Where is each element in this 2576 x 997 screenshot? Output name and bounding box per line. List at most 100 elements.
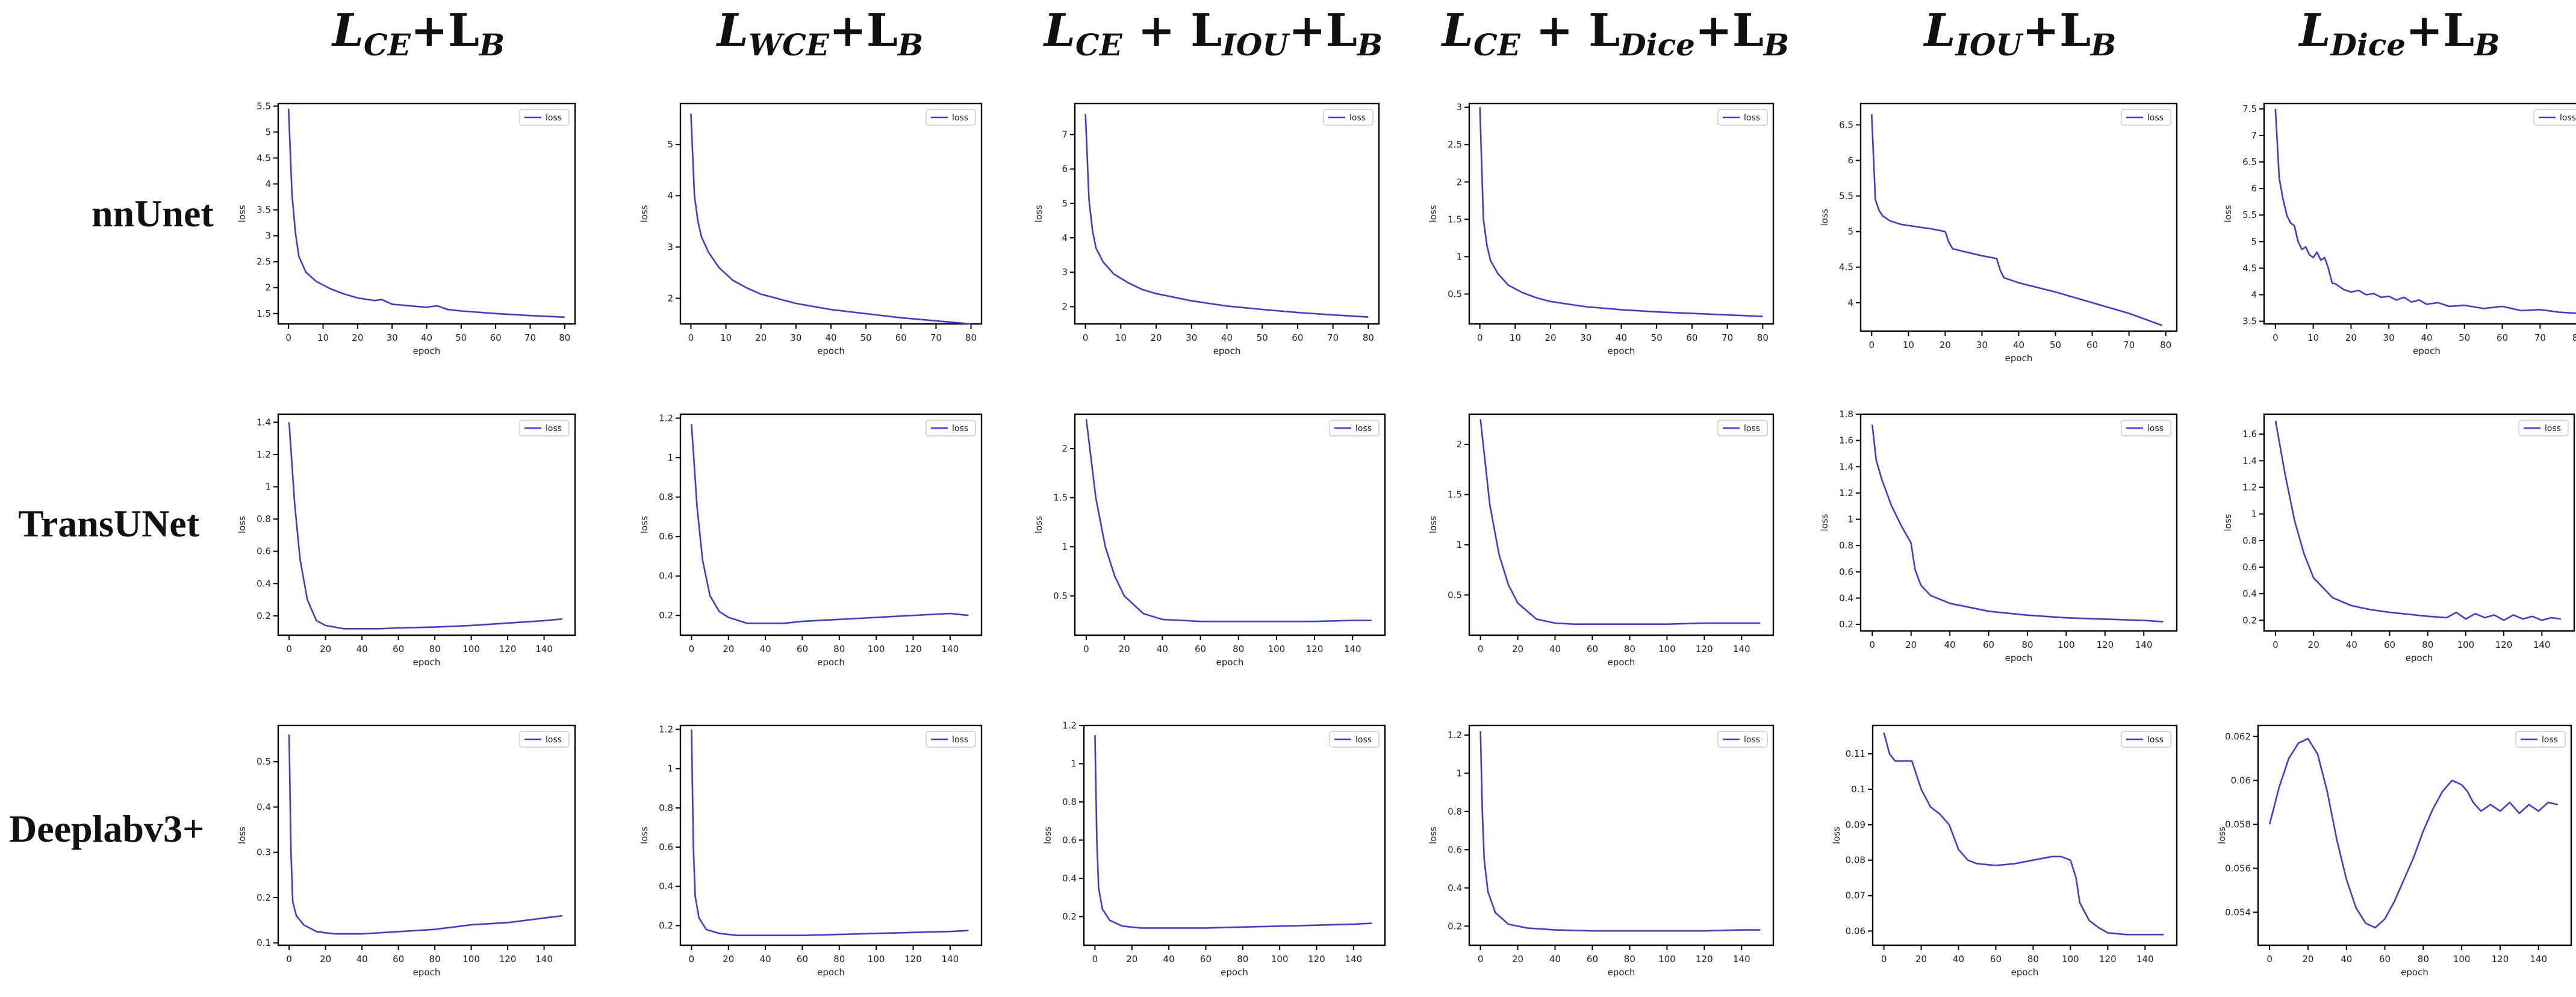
header-part: L bbox=[2299, 5, 2331, 57]
y-tick-label: 4.5 bbox=[1839, 262, 1853, 273]
legend-label: loss bbox=[1744, 735, 1760, 745]
x-tick-label: 0 bbox=[1083, 644, 1089, 654]
loss-line bbox=[287, 108, 565, 318]
y-tick-label: 4 bbox=[667, 190, 673, 201]
y-tick-label: 0.09 bbox=[1846, 819, 1865, 830]
y-tick-label: 1 bbox=[265, 482, 271, 492]
x-tick-label: 40 bbox=[1616, 332, 1627, 343]
y-tick-label: 5.5 bbox=[1839, 191, 1853, 202]
legend: loss bbox=[1329, 420, 1380, 436]
x-tick-label: 20 bbox=[1940, 340, 1951, 350]
y-tick-label: 1.2 bbox=[659, 724, 673, 735]
x-tick-label: 40 bbox=[1163, 954, 1175, 964]
x-tick-label: 140 bbox=[535, 954, 553, 964]
x-tick-label: 140 bbox=[2136, 954, 2154, 964]
row-header: nnUnet bbox=[92, 192, 214, 235]
y-tick-label: 1.5 bbox=[257, 308, 271, 319]
y-tick-label: 1.5 bbox=[1448, 214, 1462, 225]
y-tick-label: 0.4 bbox=[659, 571, 673, 582]
y-tick-label: 1.2 bbox=[1839, 488, 1853, 498]
x-tick-label: 60 bbox=[1587, 644, 1598, 654]
legend: loss bbox=[1323, 109, 1374, 126]
subplot: 0 10 20 30 40 50 60 70 80 1.5 2 2.5 3 3.5 4 4.5 5 5.5 epoc… bbox=[237, 101, 576, 356]
header-part: IOU bbox=[1222, 26, 1289, 63]
y-axis-label: loss bbox=[237, 516, 247, 533]
legend-label: loss bbox=[2147, 424, 2164, 433]
x-tick-label: 70 bbox=[1327, 332, 1339, 343]
y-tick-label: 5 bbox=[1847, 226, 1853, 237]
x-tick-label: 120 bbox=[904, 644, 922, 654]
y-tick-label: 2 bbox=[1456, 176, 1462, 187]
x-tick-label: 20 bbox=[723, 954, 734, 964]
x-tick-label: 100 bbox=[462, 954, 480, 964]
x-tick-label: 80 bbox=[2160, 340, 2171, 350]
y-axis-label: loss bbox=[639, 516, 650, 533]
subplot: 0 20 40 60 80 100 120 140 0.054 0.056 0.058 0.06 0.0… bbox=[2217, 724, 2572, 978]
x-tick-label: 20 bbox=[2345, 332, 2357, 343]
y-axis-label: loss bbox=[1819, 208, 1830, 226]
legend-box bbox=[2121, 109, 2171, 126]
x-axis-label: epoch bbox=[2406, 653, 2433, 663]
subplot: 0 20 40 60 80 100 120 140 0.2 0.4 0.6 0.8 1 1.2 1.4 1.6… bbox=[1819, 409, 2178, 663]
x-tick-label: 50 bbox=[1257, 332, 1268, 343]
x-tick-label: 120 bbox=[1308, 954, 1325, 964]
y-tick-label: 0.07 bbox=[1846, 890, 1865, 901]
y-tick-label: 0.4 bbox=[257, 578, 271, 589]
y-tick-label: 0.2 bbox=[659, 920, 673, 931]
x-tick-label: 0 bbox=[689, 954, 695, 964]
x-tick-label: 0 bbox=[1870, 639, 1876, 650]
y-tick-label: 0.4 bbox=[2242, 588, 2257, 599]
loss-line bbox=[1479, 731, 1761, 932]
y-tick-label: 0.8 bbox=[659, 803, 673, 813]
x-axis-label: epoch bbox=[2005, 653, 2033, 663]
y-tick-label: 6 bbox=[1847, 155, 1853, 166]
subplot: 0 20 40 60 80 100 120 140 0.5 1 1.5 2 epoch loss loss bbox=[1428, 413, 1775, 668]
x-tick-label: 120 bbox=[2097, 639, 2114, 650]
subplot: 0 20 40 60 80 100 120 140 0.2 0.4 0.6 0.8 1 1.2 epoch l… bbox=[639, 413, 983, 668]
y-axis-label: loss bbox=[1428, 516, 1439, 533]
x-tick-label: 80 bbox=[429, 954, 441, 964]
x-tick-label: 60 bbox=[1990, 954, 2002, 964]
x-tick-label: 50 bbox=[2459, 332, 2470, 343]
y-axis-label: loss bbox=[1428, 827, 1439, 844]
legend: loss bbox=[1329, 731, 1380, 748]
legend-box bbox=[926, 731, 976, 748]
legend-label: loss bbox=[546, 424, 562, 433]
column-header: LIOU+LB bbox=[1822, 5, 2219, 83]
y-axis-label: loss bbox=[639, 827, 650, 844]
x-tick-label: 120 bbox=[1696, 954, 1713, 964]
y-tick-label: 0.1 bbox=[257, 937, 271, 948]
legend: loss bbox=[2518, 420, 2569, 436]
x-tick-label: 80 bbox=[2422, 639, 2433, 650]
header-part: +L bbox=[1288, 5, 1357, 57]
x-tick-label: 80 bbox=[2572, 332, 2576, 343]
plot-frame bbox=[1083, 724, 1386, 946]
y-tick-label: 0.3 bbox=[257, 847, 271, 858]
legend: loss bbox=[1717, 109, 1768, 126]
legend-box bbox=[1717, 109, 1768, 126]
x-tick-label: 40 bbox=[760, 644, 771, 654]
x-tick-label: 120 bbox=[2492, 954, 2509, 964]
x-tick-label: 40 bbox=[1549, 644, 1561, 654]
legend: loss bbox=[926, 109, 976, 126]
x-axis-label: epoch bbox=[817, 967, 845, 978]
y-tick-label: 1.2 bbox=[1062, 720, 1077, 731]
x-tick-label: 60 bbox=[2384, 639, 2395, 650]
x-axis-label: epoch bbox=[2413, 346, 2441, 356]
y-tick-label: 0.4 bbox=[1062, 873, 1077, 884]
subplot: 0 20 40 60 80 100 120 140 0.5 1 1.5 2 epoch loss loss bbox=[1033, 413, 1386, 668]
x-tick-label: 80 bbox=[559, 332, 570, 343]
y-tick-label: 5 bbox=[2251, 236, 2257, 247]
x-tick-label: 80 bbox=[2021, 639, 2033, 650]
x-tick-label: 80 bbox=[2027, 954, 2039, 964]
x-tick-label: 70 bbox=[2534, 332, 2546, 343]
plot-frame bbox=[1871, 724, 2178, 946]
x-tick-label: 80 bbox=[1757, 332, 1769, 343]
legend-label: loss bbox=[952, 113, 968, 123]
x-tick-label: 60 bbox=[797, 954, 808, 964]
y-tick-label: 6.5 bbox=[2242, 157, 2257, 167]
x-tick-label: 50 bbox=[2050, 340, 2061, 350]
x-tick-label: 100 bbox=[2453, 954, 2471, 964]
legend-label: loss bbox=[952, 735, 968, 745]
y-tick-label: 0.5 bbox=[257, 756, 271, 767]
